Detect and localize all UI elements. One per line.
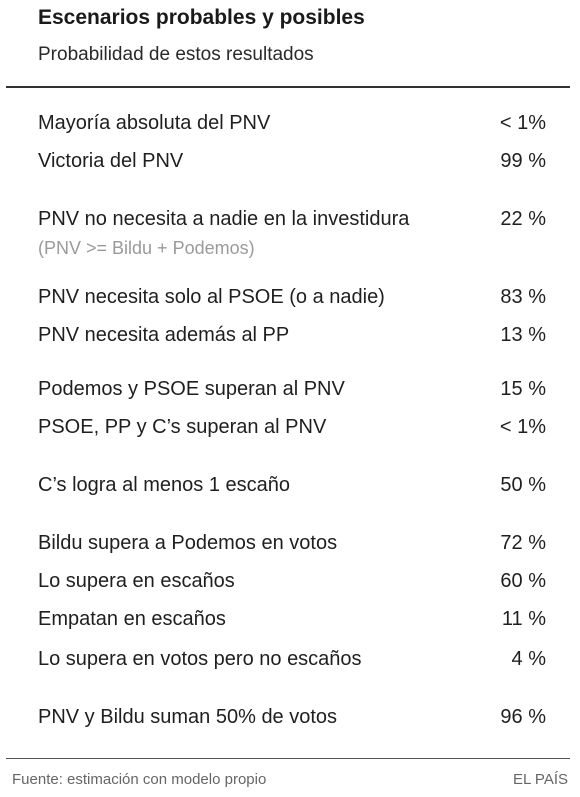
table-row: PNV no necesita a nadie en la investidur… [38,208,546,258]
probability-value: 60 % [500,570,546,592]
scenario-label: Victoria del PNV [38,150,184,172]
probability-value: 11 % [501,608,546,630]
table-row: Bildu supera a Podemos en votos 72 % [38,532,546,564]
probability-value: 50 % [500,474,546,496]
scenario-label: PNV y Bildu suman 50% de votos [38,706,338,728]
scenario-label: PNV necesita además al PP [38,324,290,346]
scenario-label: PNV no necesita a nadie en la investidur… [38,208,410,230]
probability-value: 4 % [511,648,546,670]
scenario-label: Lo supera en votos pero no escaños [38,648,362,670]
table-row: PSOE, PP y C’s superan al PNV < 1% [38,416,546,448]
table-row: PNV necesita solo al PSOE (o a nadie) 83 … [38,286,546,318]
top-divider [6,86,570,88]
table-row: Lo supera en votos pero no escaños 4 % [38,648,546,680]
scenario-note: (PNV >= Bildu + Podemos) [38,238,255,258]
bottom-divider [6,758,570,759]
table-row: PNV necesita además al PP 13 % [38,324,546,356]
probability-value: < 1% [499,416,546,438]
table-row: PNV y Bildu suman 50% de votos 96 % [38,706,546,738]
table-row: Podemos y PSOE superan al PNV 15 % [38,378,546,410]
source-note: Fuente: estimación con modelo propio [12,771,267,788]
table-row: Lo supera en escaños 60 % [38,570,546,602]
scenario-label: Empatan en escaños [38,608,226,630]
probability-value: 99 % [500,150,546,172]
scenario-label: Mayoría absoluta del PNV [38,112,271,134]
probability-value: 96 % [500,706,546,728]
scenario-label: C’s logra al menos 1 escaño [38,474,290,496]
probability-value: 13 % [500,324,546,346]
probability-value: 22 % [500,208,546,230]
scenario-label: PSOE, PP y C’s superan al PNV [38,416,327,438]
table-row: Victoria del PNV 99 % [38,150,546,182]
probability-value: 72 % [500,532,546,554]
probability-value: 83 % [500,286,546,308]
table-row: Mayoría absoluta del PNV < 1% [38,112,546,144]
chart-title: Escenarios probables y posibles [38,6,365,29]
scenario-label: Podemos y PSOE superan al PNV [38,378,345,400]
scenario-label: PNV necesita solo al PSOE (o a nadie) [38,286,385,308]
probability-value: < 1% [499,112,546,134]
probability-value: 15 % [500,378,546,400]
table-row: C’s logra al menos 1 escaño 50 % [38,474,546,506]
chart-subtitle: Probabilidad de estos resultados [38,44,314,65]
brand-label: EL PAÍS [512,771,568,788]
scenario-label: Lo supera en escaños [38,570,235,592]
scenario-label: Bildu supera a Podemos en votos [38,532,338,554]
table-row: Empatan en escaños 11 % [38,608,546,640]
